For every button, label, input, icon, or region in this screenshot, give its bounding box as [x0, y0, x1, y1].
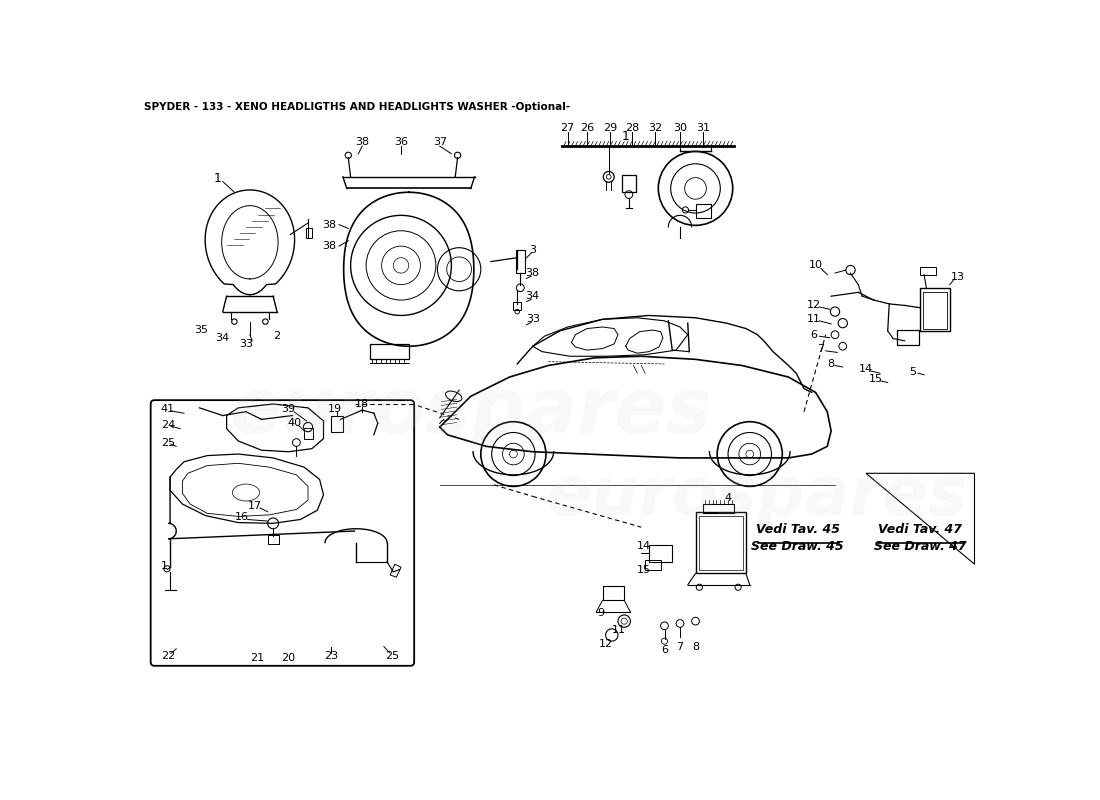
Text: 41: 41: [161, 404, 175, 414]
Text: 35: 35: [194, 325, 208, 335]
Bar: [306, 228, 312, 238]
Text: 15: 15: [869, 374, 883, 384]
Text: 34: 34: [526, 291, 540, 301]
Text: 4: 4: [725, 493, 732, 503]
Text: 2: 2: [274, 331, 280, 342]
Text: 38: 38: [526, 268, 540, 278]
Text: SPYDER - 133 - XENO HEADLIGTHS AND HEADLIGHTS WASHER -Optional-: SPYDER - 133 - XENO HEADLIGTHS AND HEADL…: [144, 102, 570, 112]
Text: 14: 14: [637, 542, 650, 551]
Text: 26: 26: [580, 123, 594, 134]
Text: 22: 22: [161, 650, 175, 661]
Text: 6: 6: [661, 646, 668, 655]
Bar: [695, 204, 711, 218]
Text: 27: 27: [561, 123, 574, 134]
Text: 34: 34: [216, 333, 230, 342]
Bar: [923, 291, 947, 329]
Text: 1: 1: [621, 130, 629, 142]
Text: 8: 8: [827, 359, 834, 369]
Text: 16: 16: [235, 512, 249, 522]
Text: 10: 10: [808, 261, 823, 270]
Text: 38: 38: [322, 241, 337, 251]
Text: 29: 29: [603, 123, 617, 134]
Text: Vedi Tav. 47: Vedi Tav. 47: [878, 523, 962, 537]
Text: 9: 9: [597, 609, 605, 618]
Text: 39: 39: [282, 404, 296, 414]
Text: 15: 15: [637, 565, 650, 574]
Text: 33: 33: [239, 339, 253, 349]
Bar: [645, 560, 661, 570]
Bar: [516, 250, 525, 273]
Text: 6: 6: [811, 330, 817, 340]
Text: 18: 18: [355, 399, 370, 409]
Text: 12: 12: [598, 639, 613, 650]
Text: 7: 7: [817, 344, 825, 354]
Text: 40: 40: [287, 418, 301, 428]
Bar: [921, 267, 936, 274]
Text: 14: 14: [859, 364, 873, 374]
Bar: [896, 330, 918, 346]
Text: 25: 25: [385, 650, 399, 661]
Bar: [921, 289, 949, 331]
Bar: [698, 517, 742, 570]
Text: eurospares: eurospares: [547, 463, 968, 530]
Text: 3: 3: [529, 245, 537, 255]
Text: 32: 32: [648, 123, 662, 134]
Bar: [304, 428, 313, 438]
Text: 23: 23: [324, 650, 339, 661]
Text: 20: 20: [282, 653, 296, 663]
Text: 31: 31: [696, 123, 711, 134]
Bar: [621, 175, 636, 192]
Bar: [703, 504, 735, 514]
Text: 21: 21: [251, 653, 265, 663]
Text: 30: 30: [673, 123, 688, 134]
Text: 12: 12: [807, 301, 821, 310]
Text: 38: 38: [322, 219, 337, 230]
Text: 25: 25: [161, 438, 175, 447]
Text: See Draw. 45: See Draw. 45: [751, 540, 844, 553]
Text: 5: 5: [909, 366, 916, 377]
Text: 8: 8: [692, 642, 700, 651]
Text: 28: 28: [625, 123, 639, 134]
Text: 1: 1: [213, 172, 221, 185]
Bar: [514, 302, 521, 310]
Text: 19: 19: [328, 404, 342, 414]
Text: 7: 7: [676, 642, 683, 651]
Bar: [695, 512, 746, 574]
Text: 33: 33: [526, 314, 540, 324]
Text: 13: 13: [950, 272, 965, 282]
Text: Vedi Tav. 45: Vedi Tav. 45: [756, 523, 839, 537]
Text: 1: 1: [161, 561, 167, 570]
Text: 11: 11: [612, 625, 626, 634]
Text: 17: 17: [249, 501, 263, 510]
Bar: [649, 545, 672, 562]
Text: 37: 37: [432, 137, 447, 147]
Bar: [267, 535, 278, 544]
Bar: [603, 586, 624, 600]
Text: See Draw. 47: See Draw. 47: [873, 540, 967, 553]
Text: 11: 11: [807, 314, 821, 324]
Text: 36: 36: [394, 137, 408, 147]
Text: 38: 38: [355, 137, 370, 147]
Bar: [331, 415, 343, 433]
Text: 24: 24: [161, 420, 175, 430]
Bar: [370, 344, 409, 359]
Text: eurospares: eurospares: [230, 374, 712, 449]
